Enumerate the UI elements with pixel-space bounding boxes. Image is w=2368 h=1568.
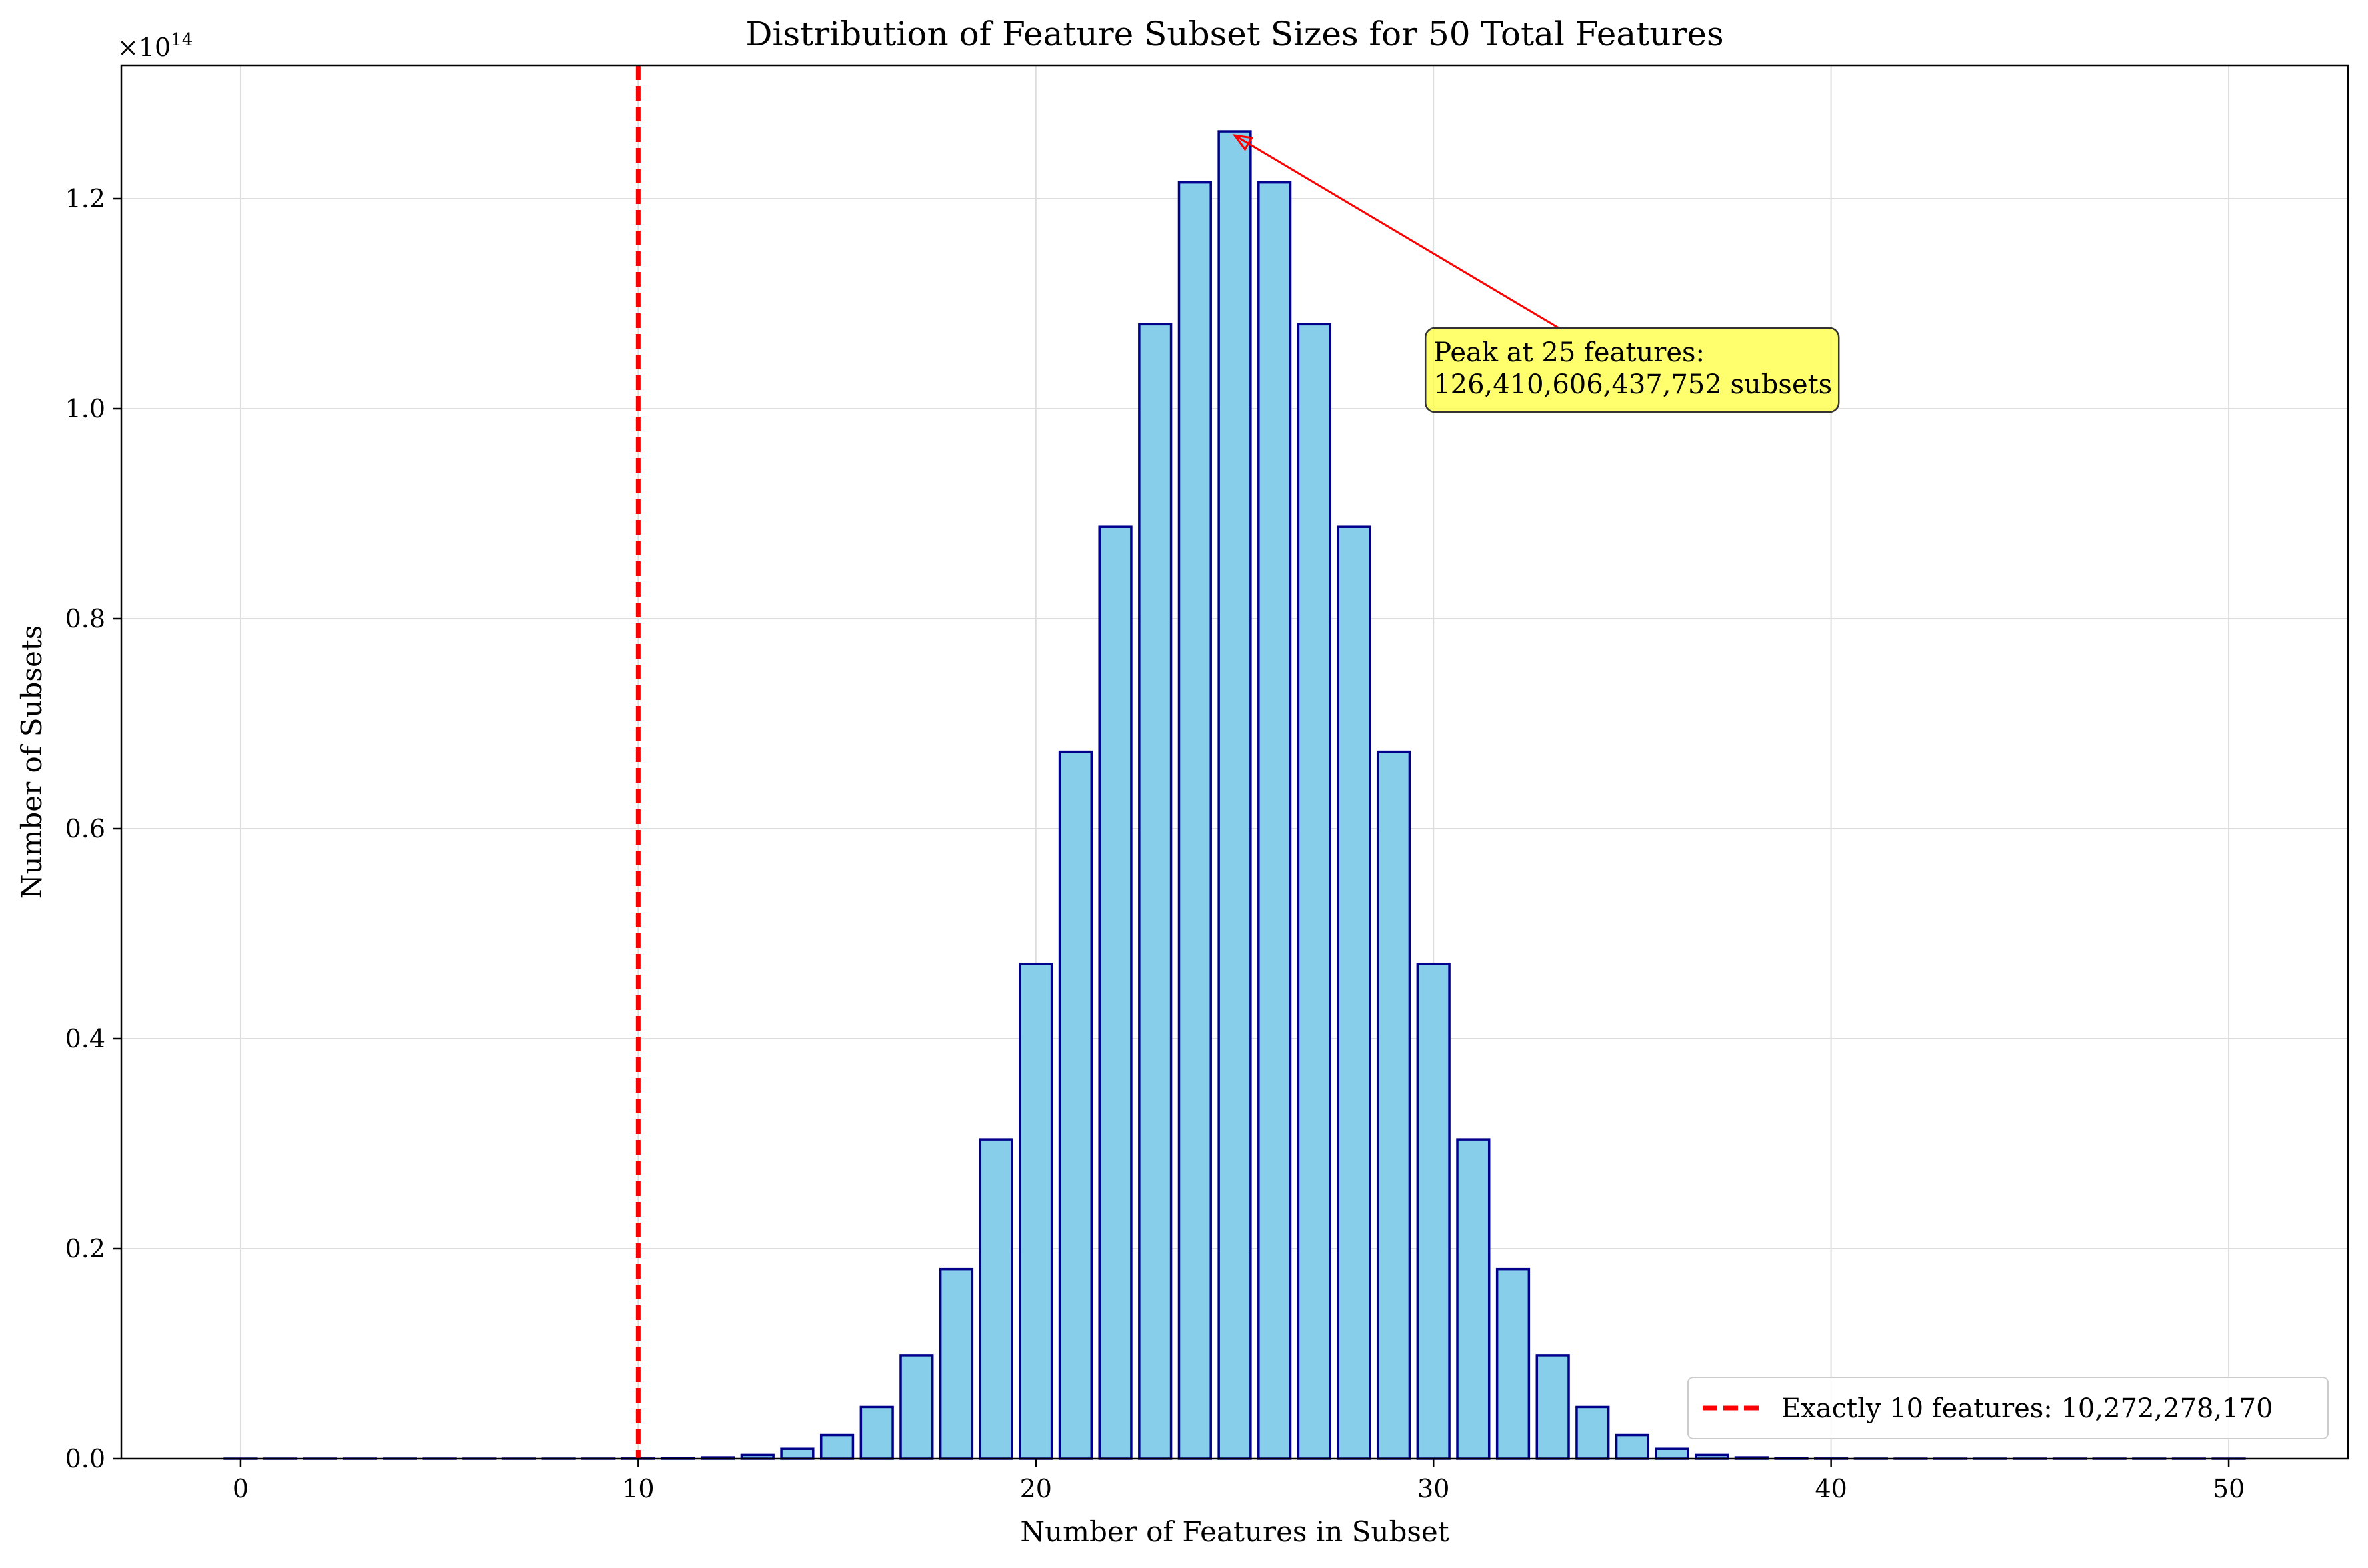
bar-25	[1217, 130, 1252, 1460]
peak-annotation: Peak at 25 features: 126,410,606,437,752…	[1232, 134, 1840, 413]
annotation-arrowhead	[1232, 134, 1254, 151]
bar-15	[819, 1433, 855, 1460]
bar-18	[939, 1267, 974, 1460]
legend: Exactly 10 features: 10,272,278,170	[1687, 1377, 2329, 1439]
chart-title: Distribution of Feature Subset Sizes for…	[745, 15, 1723, 53]
axes-frame	[120, 64, 2349, 1460]
bar-20	[1019, 962, 1053, 1460]
ticks: 0 10 20 30 40 50 0.0 0.2 0.4 0.6 0.8 1.0 1.2	[65, 184, 2245, 1503]
y-axis-label: Number of Subsets	[15, 625, 48, 899]
x-tick-label: 0	[233, 1474, 249, 1503]
x-tick-label: 40	[1815, 1474, 1847, 1503]
y-tick-label: 0.6	[65, 814, 105, 843]
bar-31	[1456, 1138, 1491, 1460]
x-tick-label: 50	[2213, 1474, 2245, 1503]
bar-30	[1416, 962, 1451, 1460]
y-tick-label: 0.0	[65, 1444, 105, 1473]
annotation-line-1: Peak at 25 features:	[1433, 337, 1705, 368]
x-tick-label: 20	[1020, 1474, 1052, 1503]
bar-26	[1257, 181, 1292, 1460]
y-axis-scale-factor: ×1014	[117, 30, 193, 62]
annotation-arrow	[1236, 135, 1559, 329]
legend-entry-label: Exactly 10 features: 10,272,278,170	[1781, 1393, 2273, 1424]
y-tick-label: 1.0	[65, 394, 105, 423]
x-axis-label: Number of Features in Subset	[1020, 1515, 1449, 1548]
x-tick-label: 10	[622, 1474, 654, 1503]
annotation-box	[1424, 327, 1840, 413]
bar-36	[1655, 1447, 1689, 1460]
bar-17	[899, 1354, 934, 1460]
y-tick-label: 0.8	[65, 604, 105, 633]
bar-28	[1337, 525, 1371, 1460]
bar-35	[1615, 1433, 1650, 1460]
bar-24	[1177, 181, 1212, 1460]
y-tick-label: 0.2	[65, 1234, 105, 1263]
bar-33	[1535, 1354, 1570, 1460]
bar-23	[1138, 323, 1173, 1460]
legend-box	[1687, 1377, 2329, 1439]
bar-29	[1376, 750, 1411, 1460]
x-tick-label: 30	[1417, 1474, 1449, 1503]
bar-16	[859, 1405, 894, 1460]
y-tick-label: 1.2	[65, 184, 105, 213]
bar-21	[1058, 750, 1093, 1460]
bar-14	[780, 1447, 815, 1460]
bar-27	[1297, 323, 1331, 1460]
y-tick-label: 0.4	[65, 1024, 105, 1053]
bar-22	[1098, 525, 1133, 1460]
y-scale-exponent: 14	[171, 30, 193, 50]
bar-32	[1495, 1267, 1531, 1460]
y-scale-base: ×10	[117, 33, 171, 62]
bar-34	[1575, 1405, 1610, 1460]
annotation-line-2: 126,410,606,437,752 subsets	[1433, 369, 1832, 400]
bar-19	[979, 1138, 1013, 1460]
